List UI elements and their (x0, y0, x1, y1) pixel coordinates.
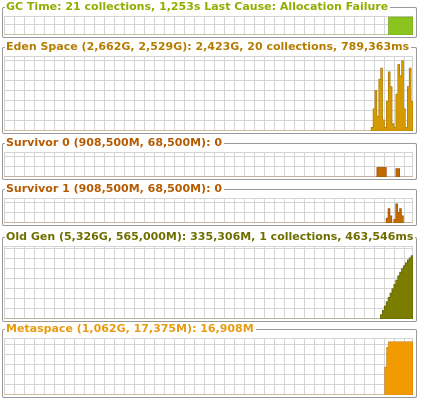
gc-time-graph (4, 16, 413, 35)
survivor-1-graph (4, 198, 413, 223)
graph-grid (4, 56, 413, 131)
old-gen-title: Old Gen (5,326G, 565,000M): 335,306M, 1 … (5, 230, 416, 244)
metaspace-graph (4, 338, 413, 395)
old-gen-panel: Old Gen (5,326G, 565,000M): 335,306M, 1 … (0, 230, 422, 322)
graph-grid (4, 338, 413, 395)
gc-time-title: GC Time: 21 collections, 1,253s Last Cau… (5, 0, 391, 14)
survivor-0-title: Survivor 0 (908,500M, 68,500M): 0 (5, 136, 224, 150)
survivor-1-panel: Survivor 1 (908,500M, 68,500M): 0 (0, 182, 422, 226)
graph-grid (4, 152, 413, 177)
activity-area (4, 167, 413, 177)
old-gen-graph (4, 246, 413, 319)
eden-space-graph (4, 56, 413, 131)
gc-time-panel: GC Time: 21 collections, 1,253s Last Cau… (0, 0, 422, 38)
graph-grid (4, 246, 413, 319)
graph-grid (4, 198, 413, 223)
activity-area (4, 255, 413, 319)
eden-space-title: Eden Space (2,662G, 2,529G): 2,423G, 20 … (5, 40, 412, 54)
activity-area (4, 203, 413, 223)
activity-area (4, 60, 413, 131)
survivor-0-panel: Survivor 0 (908,500M, 68,500M): 0 (0, 136, 422, 180)
eden-space-panel: Eden Space (2,662G, 2,529G): 2,423G, 20 … (0, 40, 422, 134)
activity-area (4, 341, 413, 395)
metaspace-title: Metaspace (1,062G, 17,375M): 16,908M (5, 322, 256, 336)
graph-grid (4, 16, 413, 35)
survivor-1-title: Survivor 1 (908,500M, 68,500M): 0 (5, 182, 224, 196)
activity-area (4, 16, 413, 35)
metaspace-panel: Metaspace (1,062G, 17,375M): 16,908M (0, 322, 422, 398)
survivor-0-graph (4, 152, 413, 177)
